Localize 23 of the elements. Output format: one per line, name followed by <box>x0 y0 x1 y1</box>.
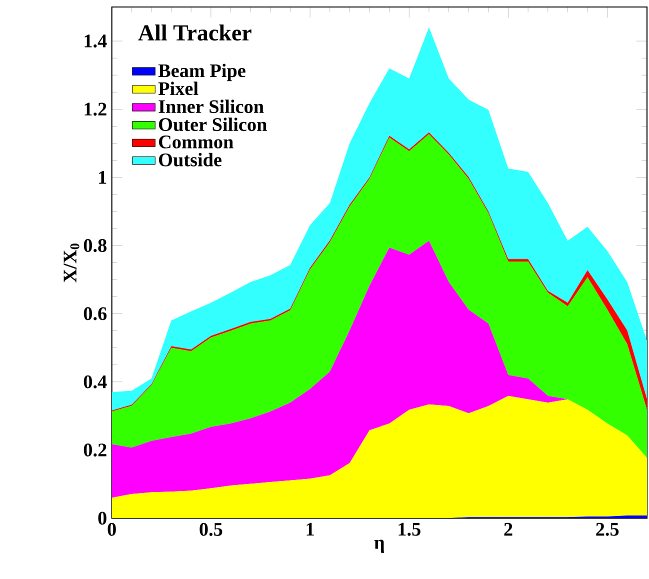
y-tick-label: 0.6 <box>84 306 107 320</box>
y-axis-title: X/X$_{0}$ <box>64 243 80 282</box>
legend-label: Inner Silicon <box>158 99 264 113</box>
x-tick-label: 2 <box>504 522 512 536</box>
x-axis-title: η <box>374 540 384 553</box>
x-tick-label: 1.5 <box>398 522 420 536</box>
y-tick-label: 0.2 <box>84 443 106 456</box>
x-tick-label: 0.5 <box>200 522 222 536</box>
y-tick-label: 1.2 <box>84 102 106 116</box>
y-tick-label: 0.8 <box>84 238 106 252</box>
legend-label: Outside <box>159 152 222 166</box>
x-tick-label: 0 <box>108 522 116 536</box>
y-tick-label: 0.4 <box>84 375 107 388</box>
legend-label: Common <box>159 135 234 148</box>
legend-label: Outer Silicon <box>159 117 267 131</box>
x-tick-label: 1 <box>306 522 314 536</box>
legend-label: Beam Pipe <box>158 63 246 81</box>
y-tick-label: 1 <box>99 170 106 184</box>
legend-label: Pixel <box>158 81 198 95</box>
text: All Tracker <box>138 24 252 40</box>
y-tick-label: 0 <box>98 512 106 524</box>
y-tick-label: 1.4 <box>84 34 107 48</box>
x-tick-label: 2.5 <box>596 522 619 536</box>
